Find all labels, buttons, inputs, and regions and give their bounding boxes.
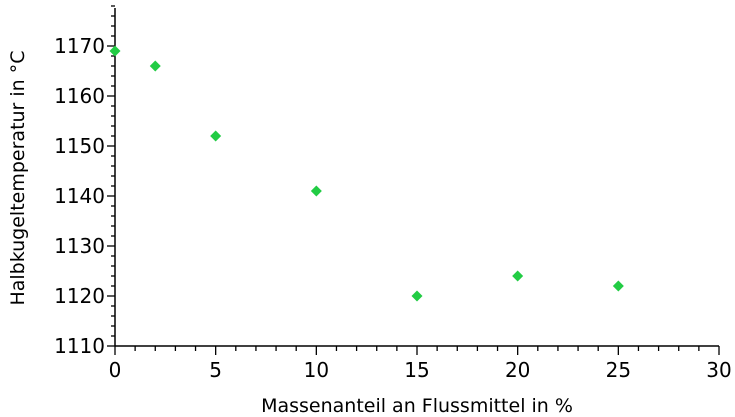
y-ticks: 1110 1120 1130 1140 1150 1160 1170	[54, 5, 115, 358]
y-tick-label: 1120	[54, 284, 105, 308]
x-tick-label: 10	[304, 358, 329, 382]
data-points	[109, 45, 624, 302]
y-tick-label: 1160	[54, 84, 105, 108]
x-tick-label: 30	[706, 358, 731, 382]
x-tick-label: 5	[209, 358, 222, 382]
data-point	[210, 130, 222, 142]
y-axis-title: Halbkugeltemperatur in °C	[7, 50, 29, 305]
data-point	[109, 45, 121, 57]
x-ticks: 0 5 10 15 20 25 30	[109, 346, 732, 382]
y-tick-label: 1140	[54, 184, 105, 208]
x-tick-label: 25	[606, 358, 631, 382]
y-tick-label: 1150	[54, 134, 105, 158]
y-tick-label: 1110	[54, 334, 105, 358]
x-tick-label: 15	[404, 358, 429, 382]
data-point	[149, 60, 161, 72]
data-point	[512, 270, 524, 282]
y-tick-label: 1170	[54, 34, 105, 58]
data-point	[310, 185, 322, 197]
x-tick-label: 0	[109, 358, 122, 382]
data-point	[411, 290, 423, 302]
y-tick-label: 1130	[54, 234, 105, 258]
data-point	[612, 280, 624, 292]
x-tick-label: 20	[505, 358, 530, 382]
x-axis-title: Massenanteil an Flussmittel in %	[261, 395, 573, 417]
